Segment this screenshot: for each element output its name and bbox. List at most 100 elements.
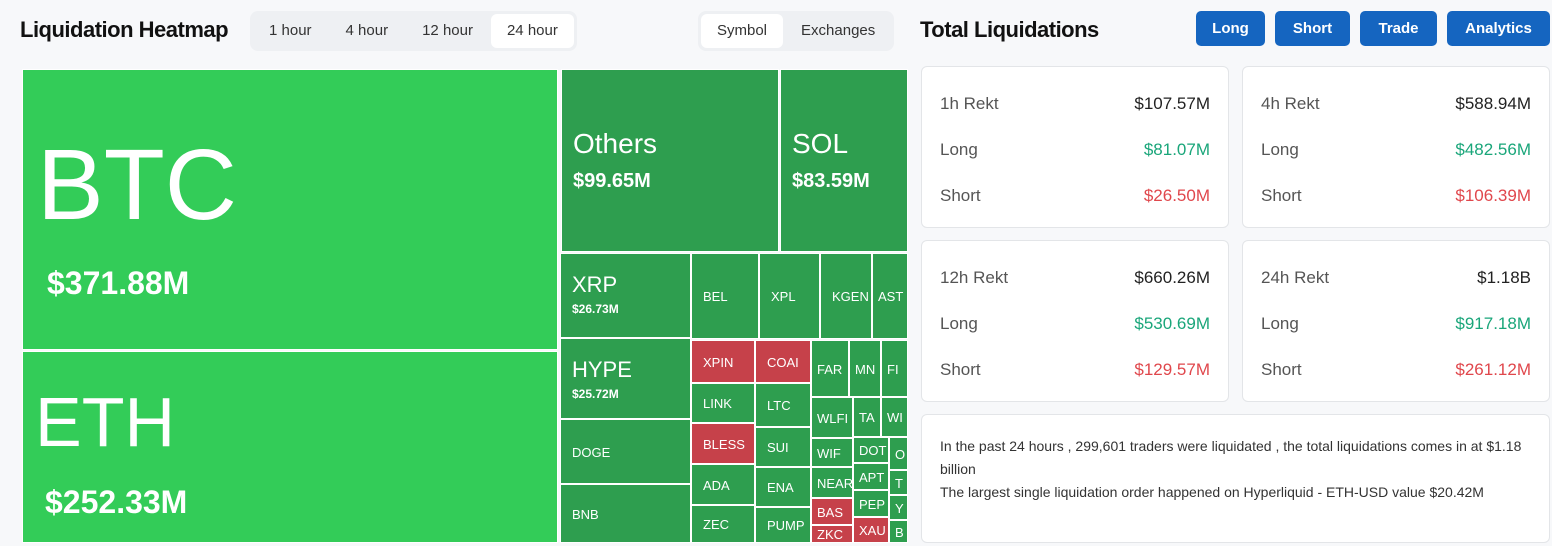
cell-symbol: XAU bbox=[859, 523, 886, 538]
treemap-cell-ta[interactable]: TA bbox=[853, 397, 881, 437]
card-long-row: Long $81.07M bbox=[940, 127, 1210, 173]
cell-symbol: Y bbox=[895, 501, 904, 516]
analytics-button[interactable]: Analytics bbox=[1447, 11, 1550, 46]
treemap-cell-pump[interactable]: PUMP bbox=[755, 507, 811, 543]
treemap-cell-link[interactable]: LINK bbox=[691, 383, 755, 423]
treemap-cell-sui[interactable]: SUI bbox=[755, 427, 811, 467]
short-value: $26.50M bbox=[1143, 186, 1210, 205]
card-total: $1.18B bbox=[1477, 268, 1531, 287]
tab-12-hour[interactable]: 12 hour bbox=[422, 22, 473, 39]
treemap-cell-fi[interactable]: FI bbox=[881, 340, 908, 397]
cell-symbol: WIF bbox=[817, 446, 841, 461]
cell-symbol: HYPE bbox=[572, 357, 632, 382]
treemap-cell-apt[interactable]: APT bbox=[853, 463, 889, 490]
treemap-cell-y[interactable]: Y bbox=[889, 495, 908, 520]
cell-symbol: AST bbox=[878, 289, 904, 304]
cell-symbol: FI bbox=[887, 362, 899, 377]
treemap-cell-b[interactable]: B bbox=[889, 520, 908, 543]
treemap-cell-bel[interactable]: BEL bbox=[691, 253, 759, 339]
treemap-cell-doge[interactable]: DOGE bbox=[560, 419, 691, 484]
short-label: Short bbox=[940, 360, 981, 379]
cell-symbol: XPIN bbox=[703, 355, 734, 370]
treemap-cell-bnb[interactable]: BNB bbox=[560, 484, 691, 543]
cell-symbol: XPL bbox=[771, 289, 796, 304]
cell-symbol: T bbox=[895, 476, 903, 491]
treemap-cell-ast[interactable]: AST bbox=[872, 253, 908, 339]
card-short-row: Short $106.39M bbox=[1261, 173, 1531, 219]
treemap-cell-ada[interactable]: ADA bbox=[691, 464, 755, 505]
cell-symbol: WLFI bbox=[817, 411, 849, 426]
treemap-cell-wif[interactable]: WIF bbox=[811, 438, 853, 467]
treemap-cell-t[interactable]: T bbox=[889, 470, 908, 495]
card-label: 1h Rekt bbox=[940, 94, 999, 113]
cell-symbol: SOL bbox=[792, 128, 849, 159]
treemap-cell-ltc[interactable]: LTC bbox=[755, 383, 811, 427]
cell-symbol: WI bbox=[887, 410, 903, 425]
short-value: $106.39M bbox=[1455, 186, 1531, 205]
treemap-cell-mn[interactable]: MN bbox=[849, 340, 881, 397]
cell-symbol: APT bbox=[859, 470, 885, 485]
card-long-row: Long $482.56M bbox=[1261, 127, 1531, 173]
treemap-cell-kgen[interactable]: KGEN bbox=[820, 253, 872, 339]
cell-symbol: ENA bbox=[767, 480, 794, 495]
time-range-tabs: 1 hour 4 hour 12 hour 24 hour bbox=[250, 11, 577, 51]
treemap-cell-hype[interactable]: HYPE $25.72M bbox=[560, 338, 691, 419]
treemap-cell-bas[interactable]: BAS bbox=[811, 498, 853, 525]
treemap-cell-dot[interactable]: DOT bbox=[853, 437, 889, 463]
treemap-cell-zec[interactable]: ZEC bbox=[691, 505, 755, 543]
cell-symbol: ZKC bbox=[817, 527, 843, 542]
card-total-row: 24h Rekt $1.18B bbox=[1261, 255, 1531, 301]
treemap-cell-coai[interactable]: COAI bbox=[755, 340, 811, 383]
treemap-cell-far[interactable]: FAR bbox=[811, 340, 849, 397]
cell-symbol: XRP bbox=[572, 272, 618, 297]
cell-value: $26.73M bbox=[572, 302, 619, 316]
cell-symbol: ADA bbox=[703, 478, 730, 493]
long-label: Long bbox=[1261, 140, 1299, 159]
cell-value: $83.59M bbox=[792, 170, 870, 192]
tab-exchanges[interactable]: Exchanges bbox=[801, 22, 876, 39]
card-label: 12h Rekt bbox=[940, 268, 1009, 287]
treemap-cell-wlfi[interactable]: WLFI bbox=[811, 397, 853, 438]
treemap-cell-pep[interactable]: PEP bbox=[853, 490, 889, 517]
total-liquidations-title: Total Liquidations bbox=[920, 17, 1099, 42]
treemap-cell-xpl[interactable]: XPL bbox=[759, 253, 820, 339]
treemap-cell-sol[interactable]: SOL $83.59M bbox=[780, 69, 908, 252]
tab-4-hour[interactable]: 4 hour bbox=[345, 22, 389, 39]
short-value: $261.12M bbox=[1455, 360, 1531, 379]
treemap-cell-wi[interactable]: WI bbox=[881, 397, 908, 437]
cell-symbol: COAI bbox=[767, 355, 799, 370]
card-label: 4h Rekt bbox=[1261, 94, 1320, 113]
card-short-row: Short $26.50M bbox=[940, 173, 1210, 219]
treemap-cell-zkc[interactable]: ZKC bbox=[811, 525, 853, 543]
long-value: $81.07M bbox=[1143, 140, 1210, 159]
cell-symbol: O bbox=[895, 447, 906, 462]
long-button[interactable]: Long bbox=[1196, 11, 1265, 46]
cell-symbol: LINK bbox=[703, 396, 732, 411]
treemap-cell-o[interactable]: O bbox=[889, 437, 908, 470]
cell-symbol: Others bbox=[573, 128, 658, 159]
treemap-cell-xpin[interactable]: XPIN bbox=[691, 340, 755, 383]
tab-24-hour[interactable]: 24 hour bbox=[490, 14, 574, 48]
short-label: Short bbox=[1261, 360, 1302, 379]
short-label: Short bbox=[1261, 186, 1302, 205]
treemap-cell-near[interactable]: NEAR bbox=[811, 467, 853, 498]
long-label: Long bbox=[1261, 314, 1299, 333]
treemap-cell-ena[interactable]: ENA bbox=[755, 467, 811, 507]
cell-symbol: PEP bbox=[859, 497, 886, 512]
cell-value: $252.33M bbox=[45, 484, 188, 520]
short-label: Short bbox=[940, 186, 981, 205]
treemap-cell-xau[interactable]: XAU bbox=[853, 517, 889, 543]
trade-button[interactable]: Trade bbox=[1360, 11, 1437, 46]
tab-symbol[interactable]: Symbol bbox=[701, 14, 784, 48]
summary-largest-order: The largest single liquidation order hap… bbox=[940, 484, 1484, 500]
cell-symbol: LTC bbox=[767, 398, 791, 413]
treemap-cell-btc[interactable]: BTC $371.88M bbox=[22, 69, 558, 350]
cell-symbol: BLESS bbox=[703, 437, 745, 452]
treemap-cell-eth[interactable]: ETH $252.33M bbox=[22, 351, 558, 543]
treemap-cell-xrp[interactable]: XRP $26.73M bbox=[560, 253, 691, 338]
long-value: $482.56M bbox=[1455, 140, 1531, 159]
treemap-cell-bless[interactable]: BLESS bbox=[691, 423, 755, 464]
short-button[interactable]: Short bbox=[1275, 11, 1350, 46]
tab-1-hour[interactable]: 1 hour bbox=[269, 22, 312, 39]
treemap-cell-others[interactable]: Others $99.65M bbox=[561, 69, 779, 252]
